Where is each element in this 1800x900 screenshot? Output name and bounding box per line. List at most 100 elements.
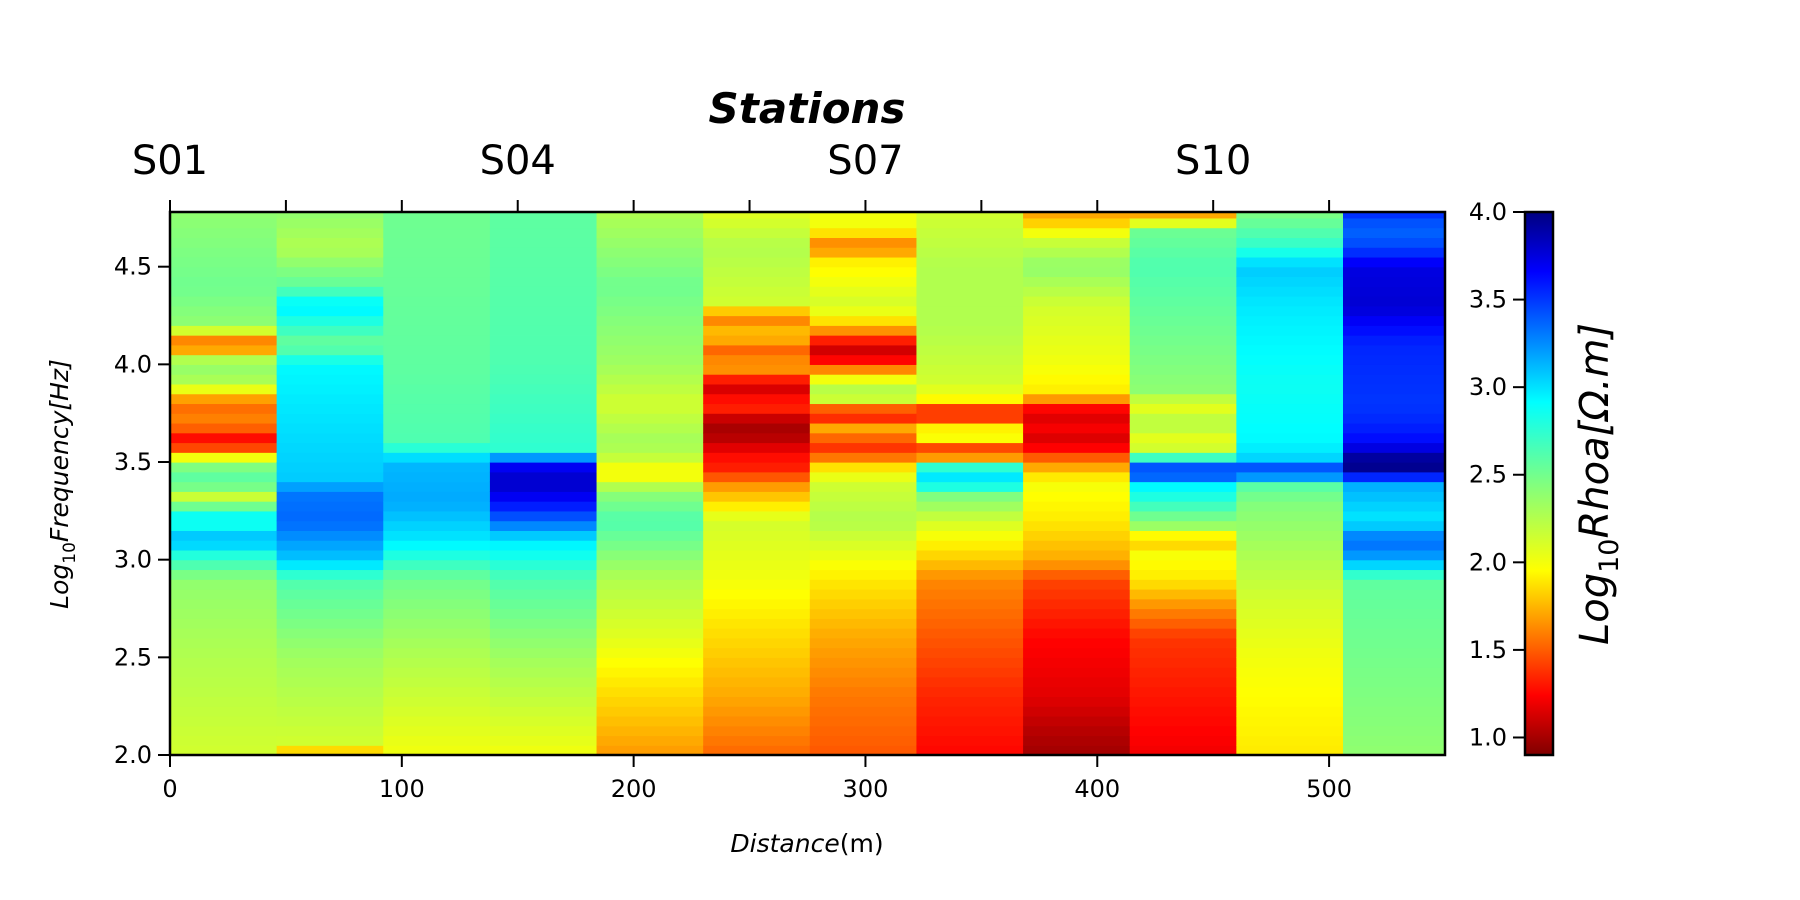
- heatmap-cell: [170, 305, 278, 317]
- heatmap-cell: [170, 608, 278, 619]
- heatmap-cell: [276, 227, 384, 238]
- heatmap-cell: [1236, 637, 1344, 649]
- heatmap-cell: [383, 696, 491, 707]
- heatmap-cell: [596, 315, 704, 326]
- heatmap-cell: [489, 588, 598, 600]
- heatmap-cell: [276, 530, 384, 541]
- heatmap-cell: [1023, 540, 1131, 551]
- heatmap-cell: [916, 422, 1024, 434]
- heatmap-cell: [1129, 217, 1237, 229]
- heatmap-cell: [809, 588, 918, 600]
- heatmap-cell: [276, 481, 384, 492]
- heatmap-cell: [916, 286, 1024, 297]
- heatmap-cell: [1236, 745, 1344, 756]
- heatmap-cell: [489, 569, 598, 580]
- heatmap-cell: [1343, 305, 1446, 317]
- heatmap-cell: [916, 266, 1024, 278]
- heatmap-cell: [916, 383, 1024, 395]
- heatmap-cell: [276, 305, 384, 317]
- heatmap-cell: [489, 354, 598, 365]
- heatmap-cell: [383, 559, 491, 571]
- heatmap-cell: [1023, 335, 1131, 346]
- heatmap-cell: [489, 335, 598, 346]
- heatmap-cell: [170, 325, 278, 336]
- heatmap-cell: [1023, 452, 1131, 463]
- heatmap-cell: [1129, 608, 1237, 619]
- heatmap-cell: [1023, 725, 1131, 737]
- heatmap-cell: [596, 325, 704, 336]
- heatmap-cell: [596, 286, 704, 297]
- heatmap-cell: [170, 735, 278, 746]
- heatmap-cell: [809, 315, 918, 326]
- heatmap-cell: [596, 227, 704, 238]
- heatmap-cell: [1236, 657, 1344, 668]
- heatmap-cell: [596, 628, 704, 639]
- heatmap-cell: [1129, 637, 1237, 649]
- heatmap-cell: [170, 335, 278, 346]
- heatmap-cell: [809, 608, 918, 619]
- heatmap-cell: [916, 481, 1024, 492]
- heatmap-cell: [1023, 217, 1131, 229]
- heatmap-cell: [383, 686, 491, 698]
- station-label: S04: [480, 138, 556, 184]
- heatmap-cell: [1129, 315, 1237, 326]
- heatmap-cell: [809, 432, 918, 444]
- heatmap-cell: [809, 618, 918, 629]
- heatmap-cell: [489, 413, 598, 424]
- heatmap-cell: [1023, 403, 1131, 414]
- heatmap-cell: [916, 559, 1024, 571]
- heatmap-cell: [383, 501, 491, 512]
- y-tick-label: 2.5: [114, 643, 152, 671]
- heatmap-cell: [1023, 266, 1131, 278]
- heatmap-cell: [1343, 442, 1446, 453]
- heatmap-cell: [1343, 540, 1446, 551]
- heatmap-cell: [1236, 305, 1344, 317]
- heatmap-cell: [596, 305, 704, 317]
- heatmap-cell: [489, 383, 598, 395]
- heatmap-cell: [383, 579, 491, 590]
- heatmap-cell: [809, 335, 918, 346]
- heatmap-cell: [916, 745, 1024, 756]
- heatmap-cell: [170, 276, 278, 287]
- heatmap-cell: [489, 462, 598, 473]
- heatmap-cell: [1236, 383, 1344, 395]
- heatmap-cell: [1129, 393, 1237, 405]
- heatmap-cell: [1236, 579, 1344, 590]
- heatmap-cell: [809, 520, 918, 531]
- heatmap-cell: [1129, 247, 1237, 258]
- heatmap-cell: [276, 676, 384, 688]
- colorbar-tick-label: 1.0: [1469, 723, 1507, 751]
- heatmap-cell: [596, 745, 704, 756]
- heatmap-cell: [170, 559, 278, 571]
- heatmap-cell: [276, 510, 384, 522]
- heatmap-cell: [383, 471, 491, 483]
- heatmap-cell: [276, 354, 384, 365]
- heatmap-cell: [1129, 510, 1237, 522]
- heatmap-cell: [809, 247, 918, 258]
- heatmap-cell: [916, 305, 1024, 317]
- heatmap-cell: [703, 520, 811, 531]
- heatmap-cell: [1343, 530, 1446, 541]
- heatmap-cell: [1129, 237, 1237, 248]
- heatmap-cell: [383, 217, 491, 229]
- heatmap-cell: [383, 549, 491, 561]
- heatmap-cell: [703, 413, 811, 424]
- heatmap-cell: [703, 569, 811, 580]
- heatmap-cell: [703, 706, 811, 717]
- heatmap-cell: [1343, 383, 1446, 395]
- heatmap-cell: [1343, 393, 1446, 405]
- heatmap-cell: [170, 471, 278, 483]
- heatmap-cell: [809, 657, 918, 668]
- heatmap-cell: [809, 637, 918, 649]
- heatmap-cell: [276, 432, 384, 444]
- heatmap-cell: [703, 256, 811, 268]
- heatmap-cell: [1343, 549, 1446, 561]
- heatmap-cell: [703, 667, 811, 678]
- heatmap-cell: [1023, 422, 1131, 434]
- heatmap-cell: [703, 452, 811, 463]
- heatmap-cell: [1023, 520, 1131, 531]
- heatmap-column: [1023, 212, 1131, 756]
- heatmap-cell: [489, 403, 598, 414]
- heatmap-cell: [383, 286, 491, 297]
- heatmap-cell: [596, 364, 704, 375]
